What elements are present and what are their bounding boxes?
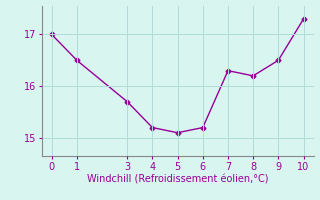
X-axis label: Windchill (Refroidissement éolien,°C): Windchill (Refroidissement éolien,°C) [87,174,268,184]
